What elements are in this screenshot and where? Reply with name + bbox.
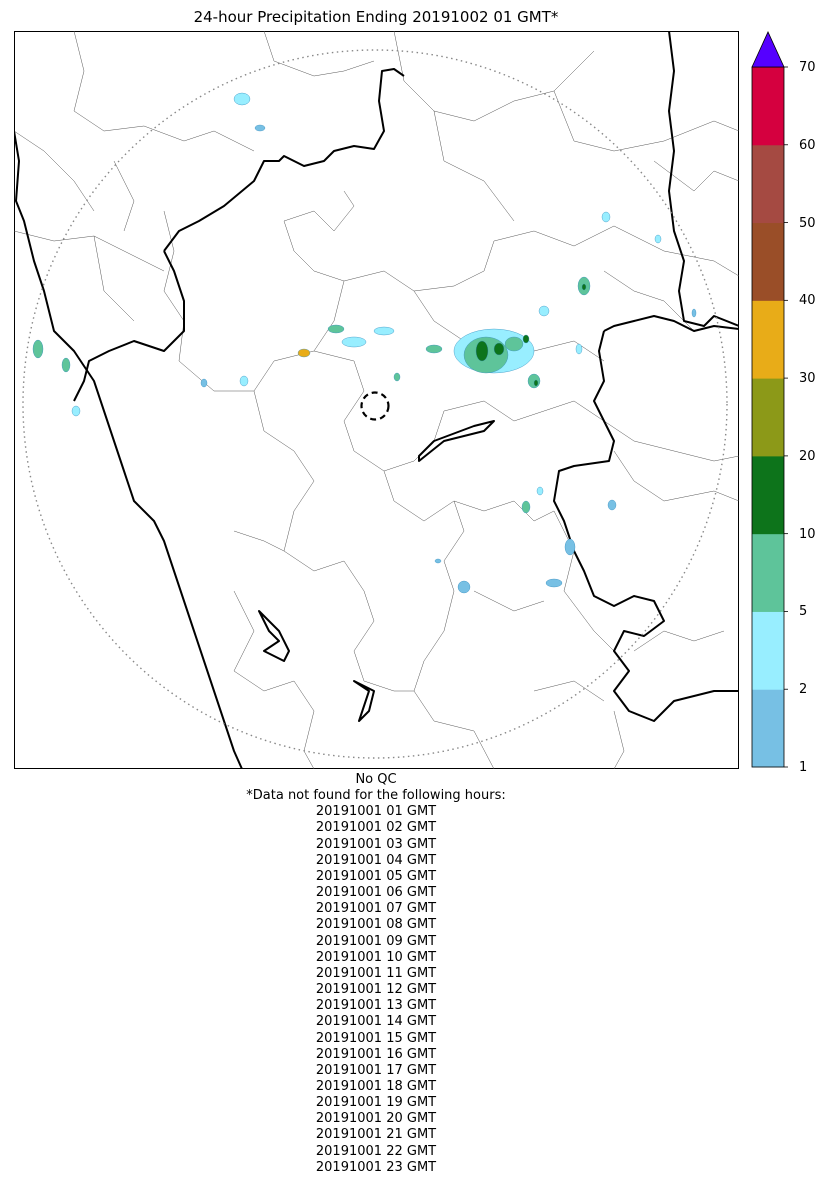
missing-hour-item: 20191001 01 GMT <box>315 804 437 820</box>
map-frame <box>14 31 739 769</box>
colorbar-band <box>752 378 784 457</box>
colorbar-tick-label: 20 <box>799 448 816 464</box>
precipitation-map <box>14 31 739 769</box>
colorbar-tick-label: 70 <box>799 60 816 75</box>
chart-title: 24-hour Precipitation Ending 20191002 01… <box>193 8 559 26</box>
missing-hour-item: 20191001 14 GMT <box>315 1014 437 1030</box>
missing-hour-item: 20191001 23 GMT <box>315 1159 437 1175</box>
colorbar-extend-triangle <box>751 31 785 68</box>
missing-hour-item: 20191001 07 GMT <box>315 901 437 917</box>
range-ring <box>22 49 728 759</box>
colorbar-tick-label: 5 <box>799 604 808 620</box>
colorbar-tick-label: 2 <box>799 682 808 698</box>
missing-hour-item: 20191001 15 GMT <box>315 1030 437 1046</box>
qc-note: No QC <box>355 772 397 787</box>
state-borders <box>14 31 739 769</box>
colorbar-band <box>752 689 784 768</box>
missing-hour-item: 20191001 19 GMT <box>315 1095 437 1111</box>
colorbar-band <box>752 300 784 379</box>
missing-hour-item: 20191001 11 GMT <box>315 965 437 981</box>
colorbar-tick-label: 30 <box>799 371 816 387</box>
colorbar-bands <box>751 66 788 768</box>
colorbar-band <box>752 144 784 224</box>
missing-hour-item: 20191001 13 GMT <box>315 998 437 1014</box>
colorbar-tick-label: 40 <box>799 293 816 309</box>
precip-echoes <box>32 92 697 594</box>
missing-hour-item: 20191001 02 GMT <box>315 820 437 836</box>
missing-hour-item: 20191001 18 GMT <box>315 1078 437 1094</box>
missing-hour-item: 20191001 22 GMT <box>315 1143 437 1159</box>
colorbar-band <box>752 222 784 301</box>
colorbar-band <box>752 455 784 535</box>
colorbar <box>751 31 788 768</box>
missing-data-header: *Data not found for the following hours: <box>246 788 506 804</box>
missing-hour-item: 20191001 16 GMT <box>315 1046 437 1062</box>
missing-hour-item: 20191001 06 GMT <box>315 885 437 901</box>
colorbar-band <box>752 533 784 612</box>
colorbar-tick-label: 1 <box>799 760 808 775</box>
colorbar-tick-label: 10 <box>799 526 816 542</box>
missing-hour-item: 20191001 21 GMT <box>315 1127 437 1143</box>
colorbar-band <box>752 611 784 690</box>
missing-hour-item: 20191001 04 GMT <box>315 852 437 868</box>
missing-hours-list: 20191001 01 GMT 20191001 02 GMT 20191001 0… <box>0 804 752 1176</box>
missing-hour-item: 20191001 08 GMT <box>315 917 437 933</box>
missing-hour-item: 20191001 09 GMT <box>315 933 437 949</box>
missing-hour-item: 20191001 12 GMT <box>315 982 437 998</box>
radar-site-marker <box>360 391 390 421</box>
colorbar-band <box>752 67 784 146</box>
missing-hour-item: 20191001 17 GMT <box>315 1062 437 1078</box>
missing-hour-item: 20191001 05 GMT <box>315 868 437 884</box>
missing-hour-item: 20191001 03 GMT <box>315 836 437 852</box>
footnotes: No QC *Data not found for the following … <box>0 772 752 1176</box>
colorbar-tick-label: 50 <box>799 215 816 231</box>
colorbar-tick-label: 60 <box>799 137 816 153</box>
missing-hour-item: 20191001 10 GMT <box>315 949 437 965</box>
missing-hour-item: 20191001 20 GMT <box>315 1111 437 1127</box>
